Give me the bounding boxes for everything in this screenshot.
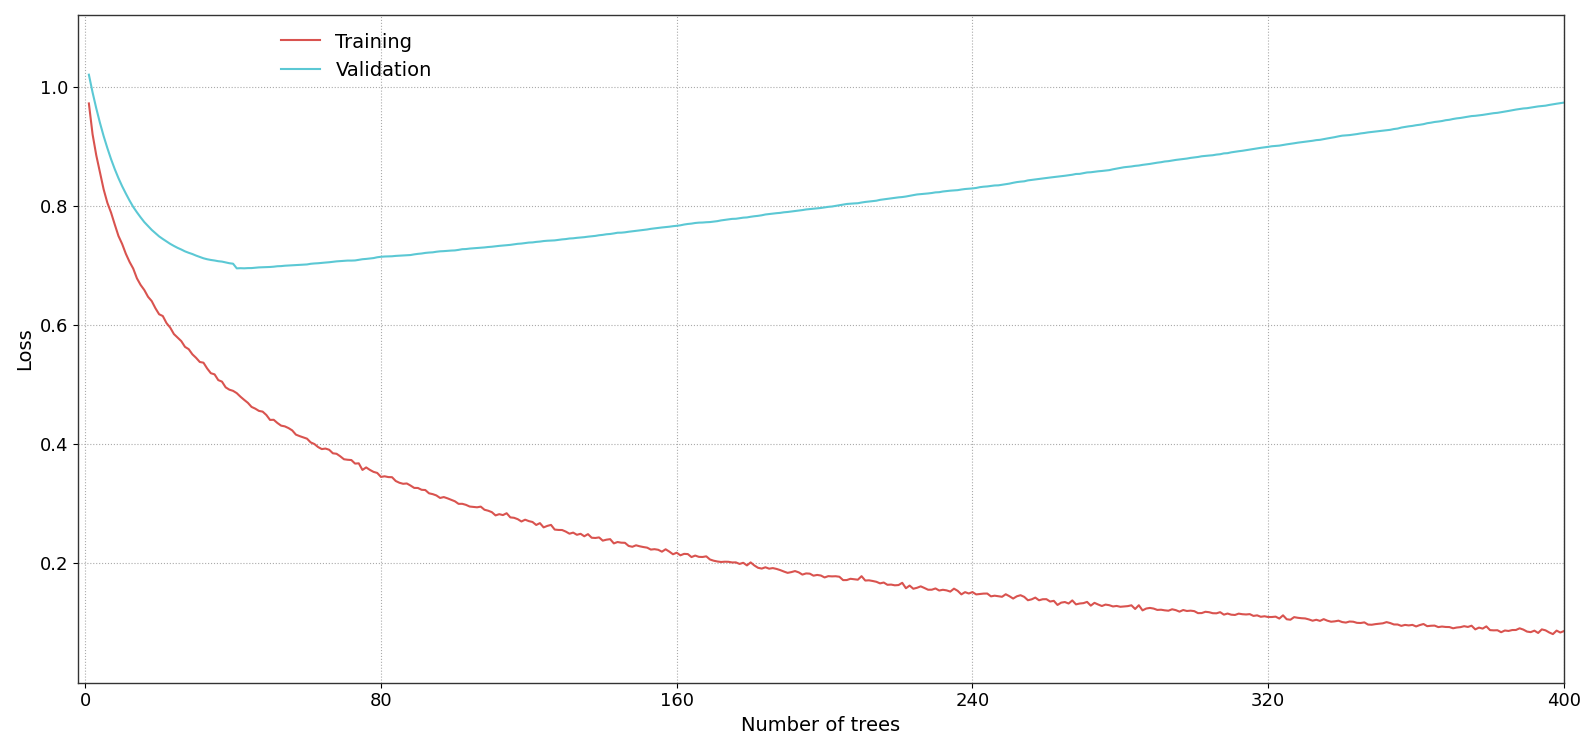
Line: Validation: Validation [89, 75, 1564, 268]
Training [1151, 605, 1170, 614]
Training [1543, 629, 1562, 638]
Training [257, 410, 276, 419]
Validation [260, 262, 279, 272]
Training [1555, 626, 1574, 635]
Validation [667, 221, 686, 230]
Validation [80, 70, 99, 80]
Legend: Training, Validation: Training, Validation [273, 25, 439, 88]
Line: Training: Training [89, 104, 1564, 634]
Validation [1010, 177, 1029, 186]
Validation [1156, 157, 1175, 166]
Validation [563, 234, 583, 243]
Validation [1148, 158, 1167, 167]
Training [1144, 604, 1163, 613]
Training [80, 99, 99, 108]
Training [1007, 592, 1026, 601]
Training [560, 530, 579, 538]
Y-axis label: Loss: Loss [14, 328, 34, 370]
Validation [227, 264, 246, 273]
X-axis label: Number of trees: Number of trees [741, 716, 900, 735]
Training [664, 550, 683, 559]
Validation [1555, 98, 1574, 107]
